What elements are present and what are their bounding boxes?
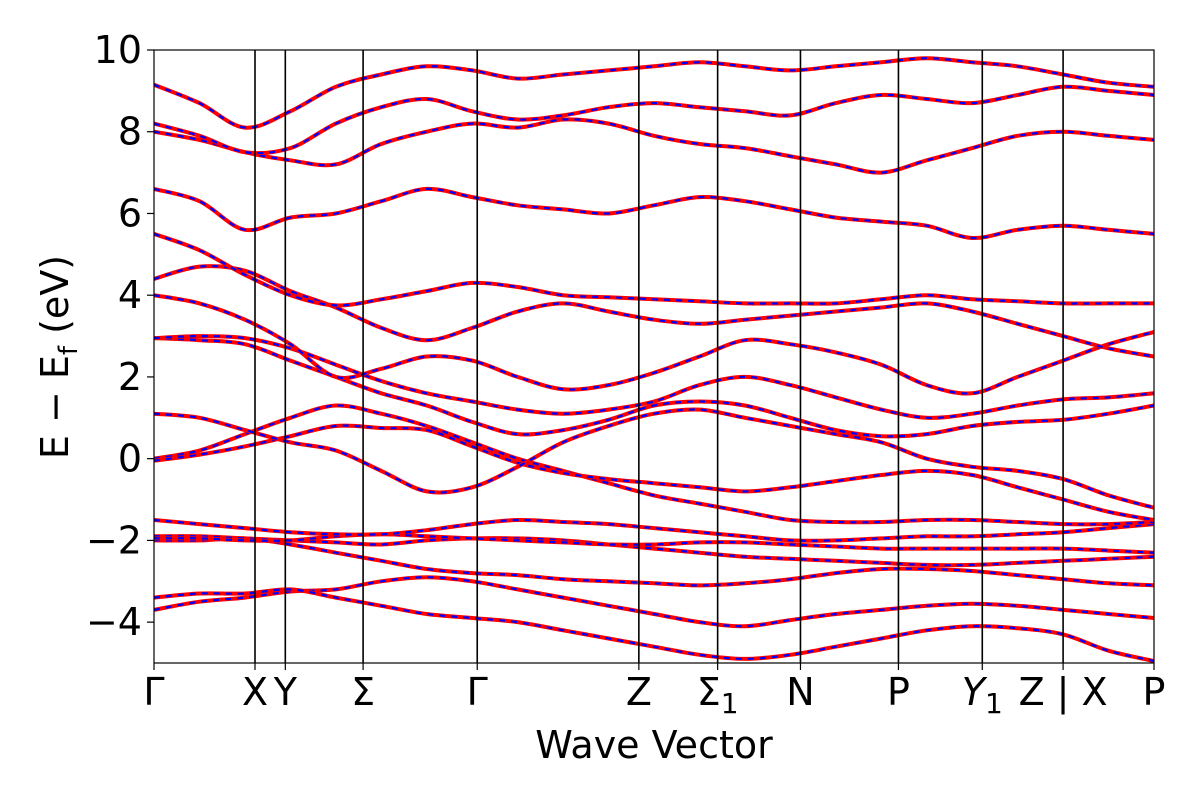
band-17-solid: [154, 84, 1154, 156]
x-tick-label: Σ: [351, 670, 375, 714]
band-3-dashed: [154, 537, 1154, 587]
x-tick-label: X: [242, 670, 268, 714]
high-symmetry-lines: [254, 50, 1064, 663]
y-tick-label: 8: [118, 110, 142, 154]
x-tick-label: Z: [626, 670, 652, 714]
band-4-dashed: [154, 535, 1154, 567]
x-tick-label: N: [786, 670, 814, 714]
y-axis-label-sub: f: [54, 345, 84, 355]
band-12-dashed: [154, 294, 1154, 395]
band-9-dashed: [154, 408, 1154, 509]
x-tick-label: Y: [273, 670, 298, 714]
plot-frame: [153, 49, 1155, 664]
y-tick-label: −4: [86, 600, 142, 644]
y-axis-label: E − Ef (eV): [33, 255, 84, 459]
band-15-dashed: [154, 187, 1154, 240]
band-18-dashed: [154, 57, 1154, 129]
y-axis-ticks: −4 −2 0 2 4 6 8 10: [86, 28, 154, 644]
y-axis-label-main: E − E: [33, 355, 77, 459]
y-tick-label: −2: [86, 518, 142, 562]
band-11-dashed: [154, 334, 1154, 420]
band-16-dashed: [154, 118, 1154, 174]
y-tick-label: 2: [118, 355, 142, 399]
band-13-solid: [154, 264, 1154, 359]
band-6-dashed: [154, 518, 1154, 542]
band-18-solid: [154, 56, 1154, 130]
x-tick-label: P: [1143, 670, 1166, 714]
band-12-solid: [154, 293, 1154, 396]
x-tick-label: Z | X: [1019, 670, 1108, 715]
band-15-solid: [154, 186, 1154, 241]
band-13-dashed: [154, 264, 1154, 358]
x-tick-label: P: [887, 670, 910, 714]
band-1-dashed: [154, 576, 1154, 628]
x-axis-ticks: Γ X Y Σ Γ Z Σ1 N P Y1 Z | X P: [143, 663, 1165, 720]
x-tick-label: Γ: [467, 670, 488, 714]
x-tick-label: Σ1: [697, 670, 739, 720]
band-16-solid: [154, 117, 1154, 175]
band-5-dashed: [154, 533, 1154, 554]
x-tick-label: Γ: [143, 670, 164, 714]
x-tick-label: Y1: [962, 670, 1003, 720]
band-8-solid: [154, 423, 1154, 522]
band-2-dashed: [154, 588, 1154, 663]
y-tick-label: 6: [118, 191, 142, 235]
band-2-solid: [154, 587, 1154, 663]
y-tick-label: 4: [118, 273, 142, 317]
y-tick-label: 10: [94, 28, 142, 72]
y-tick-label: 0: [118, 437, 142, 481]
y-axis-label-unit: (eV): [33, 255, 77, 346]
band-lines: [154, 56, 1154, 663]
band-17-dashed: [154, 85, 1154, 155]
band-8-dashed: [154, 424, 1154, 522]
band-14-dashed: [154, 232, 1154, 307]
x-axis-label: Wave Vector: [535, 723, 773, 767]
band-7-dashed: [154, 404, 1154, 526]
